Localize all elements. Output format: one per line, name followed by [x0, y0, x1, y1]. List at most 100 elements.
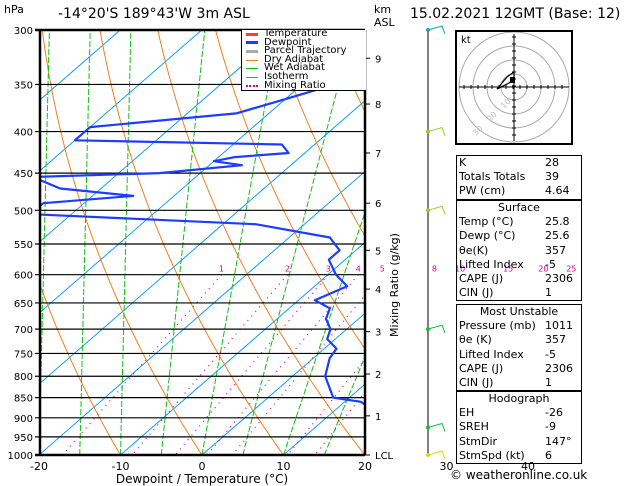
legend-swatch	[246, 84, 258, 87]
row-value: 39	[545, 170, 559, 184]
legend-label: Mixing Ratio	[264, 79, 326, 91]
axes	[38, 30, 370, 456]
pressure-tick-label: 500	[14, 206, 33, 217]
km-tick-label: 5	[375, 246, 381, 257]
pressure-tick-label: 450	[14, 169, 33, 180]
km-tick-label: 3	[375, 328, 381, 339]
hodograph-row: StmDir 147°	[457, 435, 581, 449]
mixing-ratio-label: 25	[566, 265, 576, 274]
temperature-tick-label: -10	[112, 460, 130, 473]
hodograph-plot: kt 10 20 30	[458, 31, 570, 143]
isotherm-line	[201, 312, 365, 455]
legend-item-temperature: Temperature	[242, 29, 366, 39]
legend-swatch	[246, 32, 258, 36]
most-unstable-row: Pressure (mb) 1011	[457, 319, 581, 333]
legend-item-parcel: Parcel Trajectory	[242, 45, 366, 57]
row-key: CIN (J)	[459, 375, 494, 389]
wet-adiabat-line	[160, 30, 206, 455]
dry-adiabat-line	[41, 30, 203, 455]
isotherm-line	[610, 30, 629, 455]
row-key: CAPE (J)	[459, 271, 504, 285]
datetime-title: 15.02.2021 12GMT (Base: 12)	[410, 6, 621, 22]
legend-item-dry-adiabat: Dry Adiabat	[242, 55, 366, 65]
row-value: 1	[545, 286, 552, 300]
surface-row: θe(K) 357	[457, 244, 581, 258]
hodograph-ticks	[463, 36, 563, 136]
legend-swatch	[246, 76, 258, 78]
hodograph: kt 10 20 30	[455, 30, 573, 145]
row-key: CIN (J)	[459, 286, 494, 300]
temperature-tick-label: 30	[440, 460, 454, 473]
mixing-ratio-label: 15	[503, 265, 513, 274]
temperature-tick-label: 20	[358, 460, 372, 473]
isotherm-line	[40, 30, 203, 172]
row-key: K	[459, 156, 467, 169]
surface-title: Surface	[498, 201, 540, 214]
location-title: -14°20'S 189°43'W 3m ASL	[58, 6, 250, 22]
km-tick-label: 7	[375, 149, 381, 160]
row-key: Temp (°C)	[459, 215, 514, 229]
legend-swatch	[246, 59, 258, 61]
row-value: 357	[545, 333, 566, 347]
temperature-tick-label: 0	[199, 460, 206, 473]
hodograph-trace-fill	[510, 77, 515, 83]
legend-label: Parcel Trajectory	[264, 45, 347, 57]
row-value: -5	[545, 257, 556, 271]
mixing-ratio-label: 1	[219, 265, 224, 274]
legend-swatch	[246, 68, 258, 70]
wet-adiabat-line	[79, 30, 91, 455]
pressure-tick-label: 1000	[8, 451, 33, 462]
wind-barb	[427, 25, 446, 35]
row-key: EH	[459, 406, 475, 420]
pressure-lines	[35, 28, 365, 457]
isotherm-line	[40, 30, 284, 243]
pressure-tick-label: 700	[14, 325, 33, 336]
mixing-ratio-label: 5	[380, 265, 385, 274]
row-value: 357	[545, 243, 566, 257]
wet-adiabat-line	[120, 30, 132, 455]
isotherm-line	[40, 170, 365, 455]
row-key: Pressure (mb)	[459, 319, 536, 333]
hodograph-ring-label: 30	[471, 124, 485, 138]
temperature-tick-label: -20	[30, 460, 48, 473]
index-row-k: K 28	[457, 156, 581, 170]
legend: Temperature Dewpoint Parcel Trajectory D…	[241, 29, 366, 91]
hodograph-ring-label: 10	[499, 97, 513, 111]
legend-item-mixing-ratio: Mixing Ratio	[242, 79, 366, 91]
pressure-tick-label: 950	[14, 433, 33, 444]
isotherm-line	[40, 99, 365, 384]
legend-swatch	[246, 41, 258, 45]
surface-row: Dewp (°C) 25.6	[457, 229, 581, 243]
km-tick-label: 9	[375, 54, 381, 65]
surface-row: CAPE (J) 2306	[457, 272, 581, 286]
row-key: StmSpd (kt)	[459, 448, 525, 462]
km-tick-label: LCL	[375, 451, 394, 462]
mixing-ratio-line	[231, 294, 365, 455]
dry-adiabat-line	[620, 30, 629, 455]
pressure-tick-label: 900	[14, 414, 33, 425]
pressure-tick-label: 850	[14, 394, 33, 405]
mixing-ratio-axis-title: Mixing Ratio (g/kg)	[388, 233, 401, 337]
km-tick-label: 1	[375, 412, 381, 423]
wind-barb	[427, 126, 446, 136]
mixing-ratio-label: 20	[538, 265, 548, 274]
row-key: Lifted Index	[459, 347, 524, 361]
legend-item-dewpoint: Dewpoint	[242, 37, 366, 48]
asl-unit-label: ASL	[374, 16, 395, 29]
row-value: -26	[545, 406, 563, 420]
row-value: 1011	[545, 319, 573, 333]
row-value: 6	[545, 448, 552, 462]
surface-row: CIN (J) 1	[457, 286, 581, 300]
km-tick-label: 8	[375, 100, 381, 111]
row-key: Lifted Index	[459, 257, 524, 271]
x-axis-title: Dewpoint / Temperature (°C)	[116, 472, 288, 486]
mixing-ratio-line	[61, 274, 222, 455]
legend-label: Wet Adiabat	[264, 62, 325, 74]
most-unstable-row: CIN (J) 1	[457, 376, 581, 390]
legend-swatch	[246, 49, 258, 53]
hodograph-row: SREH -9	[457, 420, 581, 434]
km-tick-label: 6	[375, 199, 381, 210]
row-key: Totals Totals	[459, 170, 526, 184]
copyright-link[interactable]: © weatheronline.co.uk	[450, 468, 588, 482]
